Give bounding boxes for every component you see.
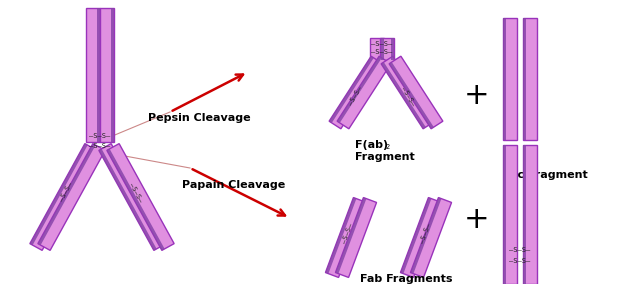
Polygon shape	[111, 8, 114, 142]
Polygon shape	[401, 198, 432, 274]
Text: –S–S–: –S–S–	[510, 247, 531, 253]
Polygon shape	[381, 56, 435, 129]
Polygon shape	[38, 144, 105, 250]
Polygon shape	[100, 8, 114, 142]
Polygon shape	[329, 56, 374, 123]
Polygon shape	[381, 38, 384, 60]
Text: Fragment: Fragment	[355, 152, 415, 162]
Polygon shape	[503, 18, 506, 140]
Polygon shape	[503, 145, 517, 284]
Polygon shape	[523, 18, 526, 140]
Polygon shape	[389, 62, 434, 129]
Polygon shape	[30, 144, 97, 250]
Text: –S–S–: –S–S–	[510, 258, 531, 264]
Polygon shape	[503, 18, 517, 140]
Text: –S–S–: –S–S–	[342, 223, 355, 245]
Text: $_2$: $_2$	[385, 142, 391, 152]
Text: F(ab): F(ab)	[355, 140, 388, 150]
Polygon shape	[107, 149, 165, 250]
Polygon shape	[86, 8, 100, 142]
Polygon shape	[329, 56, 383, 129]
Polygon shape	[523, 145, 537, 284]
Polygon shape	[410, 198, 441, 274]
Text: –S–S–: –S–S–	[348, 85, 364, 106]
Polygon shape	[523, 18, 537, 140]
Polygon shape	[380, 38, 394, 60]
Polygon shape	[381, 62, 426, 129]
Text: +: +	[464, 206, 490, 235]
Polygon shape	[326, 198, 356, 274]
Text: +: +	[464, 80, 490, 110]
Polygon shape	[389, 56, 443, 129]
Polygon shape	[410, 198, 451, 277]
Text: –S–S–: –S–S–	[89, 133, 110, 139]
Text: –S–S–: –S–S–	[59, 181, 74, 203]
Polygon shape	[337, 56, 391, 129]
Polygon shape	[97, 8, 100, 142]
Text: –S–S–: –S–S–	[128, 181, 143, 203]
Polygon shape	[335, 198, 366, 274]
Polygon shape	[401, 198, 441, 277]
Text: –S–S–: –S–S–	[371, 49, 392, 55]
Polygon shape	[391, 38, 394, 60]
Text: –S–S–: –S–S–	[371, 41, 392, 47]
Text: Fab Fragments: Fab Fragments	[360, 274, 453, 284]
Polygon shape	[503, 145, 506, 284]
Text: –S–S–: –S–S–	[89, 143, 110, 149]
Text: –S–S–: –S–S–	[400, 85, 416, 106]
Text: Pepsin Cleavage: Pepsin Cleavage	[148, 113, 250, 123]
Polygon shape	[38, 144, 95, 245]
Polygon shape	[523, 145, 526, 284]
Polygon shape	[107, 144, 174, 250]
Polygon shape	[370, 38, 384, 60]
Text: Fc Fragment: Fc Fragment	[510, 170, 588, 180]
Polygon shape	[99, 144, 166, 250]
Polygon shape	[335, 198, 376, 277]
Polygon shape	[326, 198, 366, 277]
Polygon shape	[337, 56, 382, 123]
Text: Papain Cleavage: Papain Cleavage	[182, 180, 285, 190]
Text: –S–S–: –S–S–	[420, 223, 433, 245]
Polygon shape	[30, 144, 87, 245]
Polygon shape	[99, 149, 157, 250]
